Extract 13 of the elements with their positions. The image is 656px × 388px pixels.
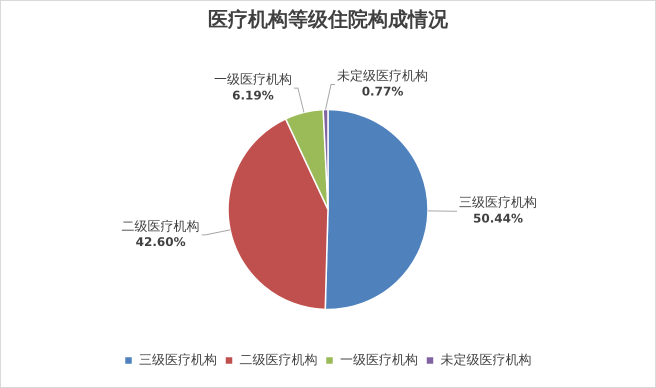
legend-label: 一级医疗机构: [340, 352, 418, 368]
data-label: 0.77%: [362, 84, 404, 99]
data-label: 42.60%: [136, 235, 186, 250]
data-label: 50.44%: [472, 211, 523, 226]
legend-label: 三级医疗机构: [139, 352, 217, 368]
chart-title: 医疗机构等级住院构成情况: [208, 7, 449, 32]
slice-label: 一级医疗机构: [214, 72, 292, 88]
legend-label: 未定级医疗机构: [440, 352, 532, 368]
slice-label: 未定级医疗机构: [337, 68, 428, 84]
slice-label: 三级医疗机构: [458, 196, 537, 211]
data-label: 6.19%: [232, 88, 274, 102]
slice-label: 二级医疗机构: [122, 219, 200, 234]
legend-label: 二级医疗机构: [240, 352, 318, 368]
